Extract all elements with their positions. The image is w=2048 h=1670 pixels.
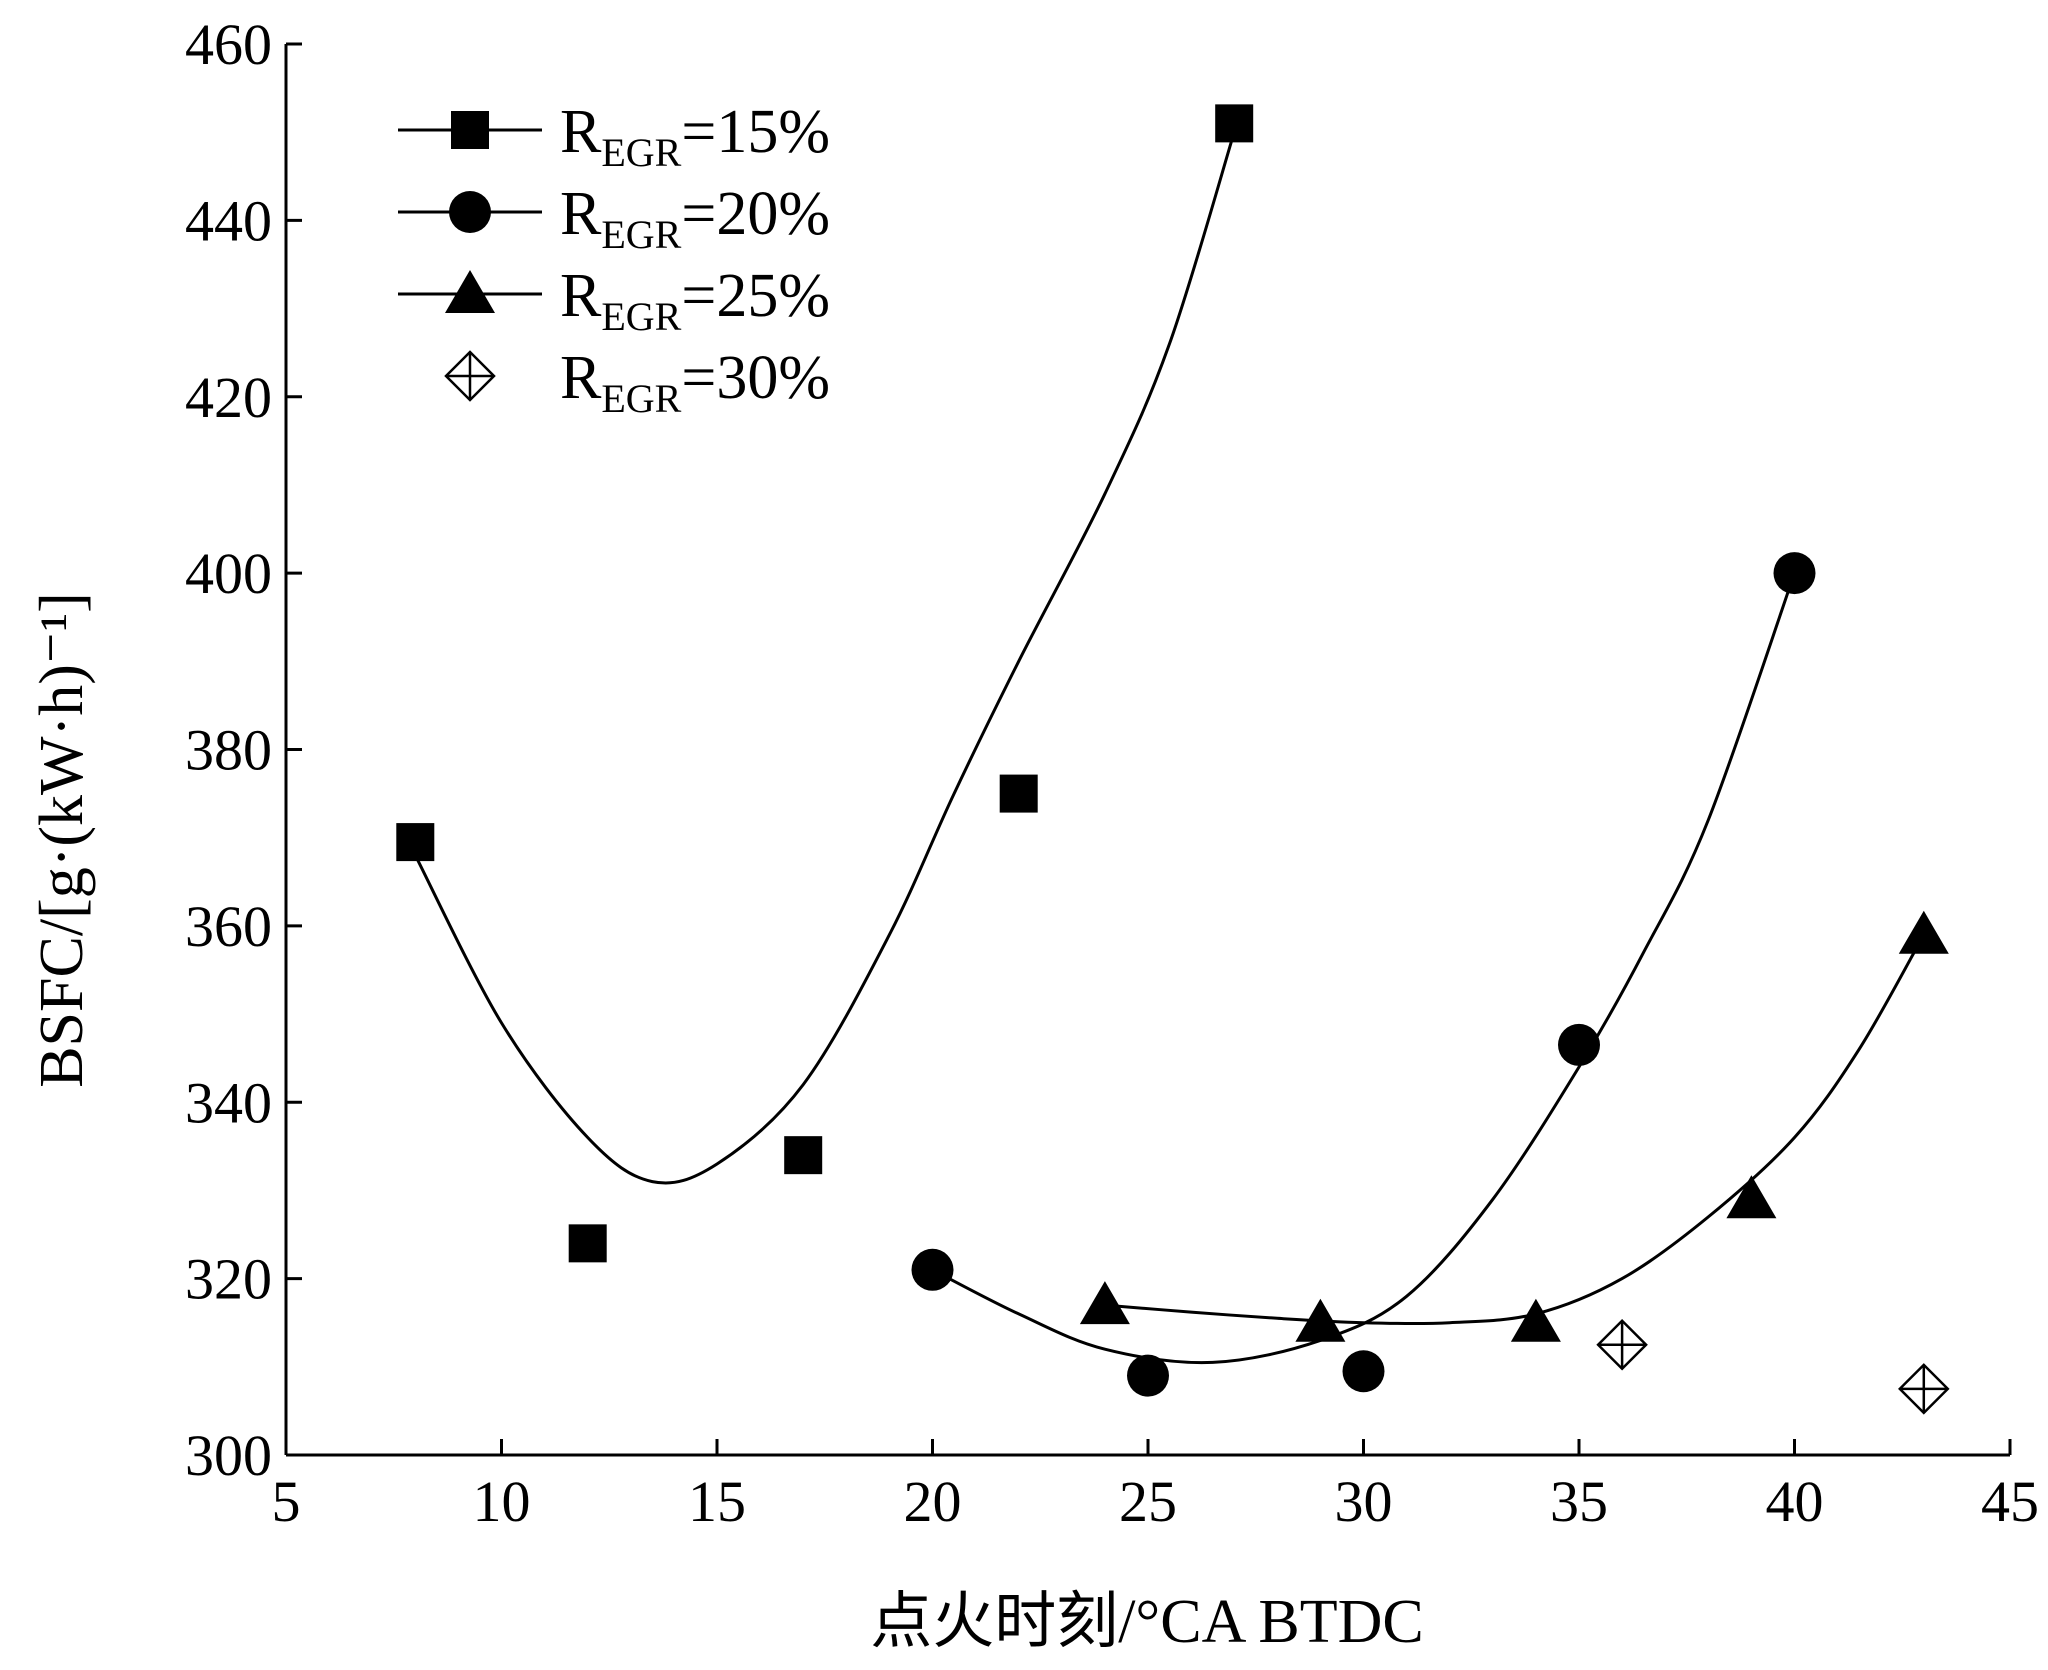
data-point-triangle [1295, 1298, 1346, 1342]
legend-label: REGR=25% [560, 262, 830, 339]
legend-label: REGR=30% [560, 344, 830, 421]
legend-marker-diamond-cross [444, 350, 496, 402]
fit-curve-series-1 [931, 572, 1796, 1365]
y-tick-label: 300 [185, 1423, 272, 1488]
x-tick-label: 10 [473, 1469, 531, 1534]
fit-curve-series-0 [413, 131, 1236, 1185]
data-point-square [999, 774, 1038, 813]
x-tick-label: 5 [272, 1469, 301, 1534]
legend-marker-circle [449, 191, 491, 233]
y-tick-label: 340 [185, 1070, 272, 1135]
fit-curve-series-2 [1104, 933, 1926, 1326]
data-point-diamond-cross [1898, 1363, 1950, 1415]
y-tick-label: 440 [185, 188, 272, 253]
x-tick-label: 40 [1766, 1469, 1824, 1534]
data-point-triangle [1726, 1175, 1777, 1219]
data-point-diamond-cross [1596, 1318, 1648, 1371]
y-tick-label: 320 [185, 1247, 272, 1312]
data-point-circle [1558, 1023, 1600, 1066]
y-tick-label: 460 [185, 12, 272, 77]
data-point-triangle [1510, 1298, 1561, 1342]
data-point-square [784, 1136, 823, 1175]
data-point-square [568, 1224, 607, 1263]
x-tick-label: 20 [904, 1469, 962, 1534]
data-point-circle [1773, 552, 1816, 595]
y-axis-title: BSFC/[g·(kW·h)⁻¹] [28, 592, 96, 1088]
axes [284, 44, 2010, 1457]
y-tick-label: 400 [185, 541, 272, 606]
legend: REGR=15%REGR=20%REGR=25%REGR=30% [398, 98, 830, 421]
x-axis-title: 点火时刻/°CA BTDC [870, 1588, 1424, 1656]
data-point-square [396, 823, 435, 862]
y-tick-label: 360 [185, 894, 272, 959]
data-point-triangle [1898, 910, 1949, 954]
x-tick-label: 35 [1550, 1469, 1608, 1534]
x-tick-label: 15 [688, 1469, 746, 1534]
data-point-triangle [1079, 1281, 1130, 1325]
y-tick-label: 420 [185, 365, 272, 430]
data-point-circle [1127, 1354, 1169, 1397]
x-tick-label: 30 [1335, 1469, 1393, 1534]
legend-marker-square [451, 111, 489, 149]
data-point-circle [911, 1248, 954, 1291]
data-point-circle [1342, 1350, 1385, 1393]
data-point-square [1215, 104, 1254, 143]
axis-ticks: 5 10 15 20 25 30 35 40 45 300 320 340 360 380 400 420 44… [185, 12, 2039, 1534]
x-tick-label: 25 [1119, 1469, 1177, 1534]
fit-curves [413, 131, 1926, 1365]
x-tick-label: 45 [1981, 1469, 2039, 1534]
y-tick-label: 380 [185, 718, 272, 783]
legend-label: REGR=15% [560, 98, 830, 175]
data-markers [396, 104, 1950, 1415]
legend-label: REGR=20% [560, 180, 830, 257]
legend-marker-triangle [445, 270, 495, 313]
